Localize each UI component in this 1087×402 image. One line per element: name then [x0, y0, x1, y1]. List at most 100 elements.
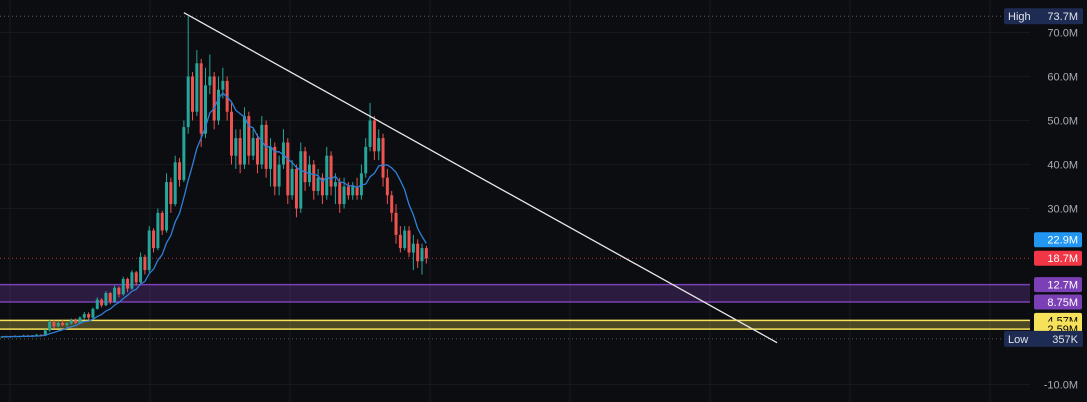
axis-tick-label: 30.0M — [1047, 204, 1078, 216]
candle-body — [199, 63, 203, 134]
candle-body — [385, 177, 389, 196]
candle-body — [368, 120, 372, 147]
high-marker-label: High — [1008, 11, 1031, 23]
candle-body — [251, 138, 255, 156]
price-tag-4-bg — [1034, 294, 1082, 310]
horizontal-zones — [0, 283, 1030, 330]
candle-body — [390, 195, 394, 213]
candle-body — [113, 287, 117, 302]
price-tag-4-label: 8.75M — [1047, 297, 1078, 309]
candle-body — [108, 292, 112, 302]
candle-body — [87, 314, 91, 318]
candle-body — [52, 322, 56, 327]
candle-body — [416, 243, 420, 262]
candle-body — [260, 124, 264, 165]
candle-body — [394, 212, 398, 235]
candle-body — [346, 186, 350, 196]
candle-body — [147, 230, 151, 271]
candle-body — [186, 76, 190, 128]
candle-body — [286, 142, 290, 196]
candle-body — [277, 164, 281, 187]
candle-body — [377, 138, 381, 152]
candle-body — [268, 146, 272, 169]
candle-body — [242, 116, 246, 165]
zone-2 — [0, 320, 1030, 330]
trendlines — [183, 12, 778, 344]
candle-body — [65, 323, 69, 326]
moving-average-line — [1, 92, 427, 338]
candle-body — [91, 308, 95, 318]
price-tag-3-label: 12.7M — [1047, 280, 1078, 292]
candle-body — [290, 168, 294, 196]
candle-body — [329, 155, 333, 187]
candle-body — [238, 138, 242, 165]
candle-body — [195, 63, 199, 112]
high-marker-bg — [1004, 8, 1083, 25]
candle-body — [303, 151, 307, 183]
candle-body — [299, 151, 303, 209]
candle-body — [320, 177, 324, 196]
candle-body — [139, 256, 143, 283]
price-tag-1-label: 22.9M — [1047, 235, 1078, 247]
candle-body — [355, 186, 359, 196]
candle-body — [160, 212, 164, 231]
axis-tick-label: 60.0M — [1047, 72, 1078, 84]
price-tag-1-bg — [1034, 232, 1082, 248]
candle-body — [165, 182, 169, 231]
candle-body — [169, 182, 173, 205]
moving-average — [1, 92, 427, 338]
low-marker-value: 357K — [1052, 334, 1078, 346]
candle-body — [95, 299, 99, 309]
candle-body — [182, 127, 186, 180]
candle-body — [74, 320, 78, 323]
candle-body — [229, 111, 233, 156]
axis-tick-label: 40.0M — [1047, 160, 1078, 172]
candle-body — [212, 76, 216, 121]
axis-tick-label: 50.0M — [1047, 116, 1078, 128]
high-marker-value: 73.7M — [1047, 11, 1078, 23]
trendline-descending — [183, 12, 778, 344]
candle-body — [48, 322, 52, 331]
candle-body — [61, 322, 65, 326]
candle-body — [221, 80, 225, 90]
price-tag-2-label: 18.7M — [1047, 253, 1078, 265]
candle-body — [173, 162, 177, 205]
candle-body — [403, 230, 407, 249]
candle-body — [351, 186, 355, 196]
candle-body — [333, 182, 337, 187]
candle-body — [117, 287, 121, 295]
candle-body — [411, 243, 415, 253]
low-marker-bg — [1004, 330, 1083, 347]
candle-body — [359, 173, 363, 196]
candle-body — [407, 230, 411, 253]
candle-body — [424, 248, 428, 259]
candle-body — [126, 278, 130, 289]
candle-body — [217, 89, 220, 121]
candle-body — [325, 155, 329, 196]
candle-body — [121, 278, 125, 295]
low-marker-label: Low — [1008, 334, 1028, 346]
candle-body — [100, 299, 104, 306]
candle-body — [134, 272, 138, 283]
axis-tick-label: -10.0M — [1044, 380, 1078, 392]
candle-body — [420, 248, 424, 262]
candle-body — [381, 138, 385, 178]
candle-body — [312, 164, 316, 191]
candle-body — [294, 168, 298, 209]
candle-body — [234, 138, 238, 156]
candle-body — [156, 212, 160, 249]
candle-body — [43, 330, 47, 336]
zone-1 — [0, 284, 1030, 302]
candle-body — [35, 334, 39, 336]
grid — [0, 0, 1030, 402]
candle-body — [104, 292, 108, 306]
candle-body — [78, 317, 82, 323]
candle-body — [204, 85, 208, 134]
candle-body — [178, 162, 182, 180]
axis-tick-label: 70.0M — [1047, 28, 1078, 40]
candle-body — [208, 76, 212, 86]
candle-body — [130, 272, 134, 289]
